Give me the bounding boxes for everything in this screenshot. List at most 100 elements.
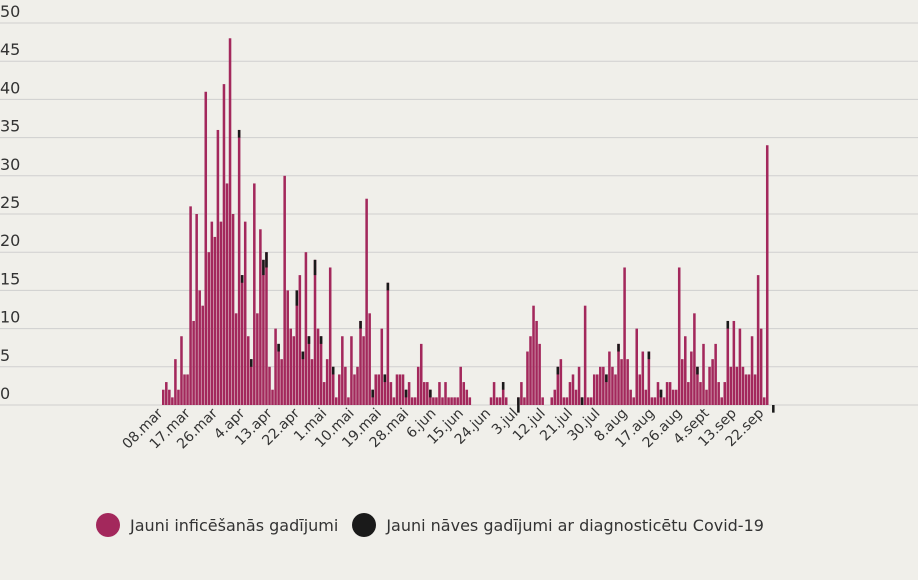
infection-bar [453, 397, 456, 405]
infection-bar [368, 313, 371, 405]
infection-bar [684, 336, 687, 405]
y-tick-label: 15 [0, 269, 20, 288]
infection-bar [423, 382, 426, 405]
infection-bar [662, 397, 666, 405]
infection-bar [650, 397, 654, 405]
infection-bar [589, 397, 593, 405]
infection-bar [271, 389, 274, 405]
death-bar [265, 252, 268, 268]
x-tick-labels: 08.mar17.mar26.mar4.apr13.apr22.apr1.mai… [119, 405, 767, 452]
infection-bar [201, 305, 204, 405]
death-bar [307, 336, 311, 344]
infection-bar [638, 374, 642, 405]
infection-bar [234, 313, 238, 405]
infection-bar [611, 366, 614, 405]
infection-bar [665, 382, 669, 405]
death-bar [617, 343, 620, 352]
death-bar [517, 397, 520, 413]
y-tick-label: 25 [0, 193, 20, 212]
infection-bar [644, 389, 648, 405]
infection-bar [765, 145, 769, 406]
infection-bar [501, 382, 505, 405]
infection-bar [283, 175, 286, 405]
infection-bar [359, 320, 362, 405]
infection-bar [577, 366, 581, 405]
legend-swatch-deaths [352, 513, 377, 537]
infection-bar [295, 290, 299, 405]
infection-bar [674, 389, 678, 405]
infection-bar [602, 366, 605, 405]
legend-item-deaths: Jauni nāves gadījumi ar diagnosticētu Co… [352, 513, 764, 537]
infection-bar [714, 343, 717, 405]
infection-bar [438, 382, 441, 405]
infection-bar [553, 389, 557, 405]
infection-bar [222, 84, 226, 406]
y-tick-label: 0 [0, 384, 10, 403]
infection-bar [225, 183, 229, 405]
infection-bar [459, 366, 462, 405]
infection-bar [386, 282, 390, 405]
infection-bar [392, 397, 396, 405]
infection-bar [407, 382, 411, 405]
infection-bar [677, 267, 681, 405]
infection-bar [574, 389, 578, 405]
infection-bar [492, 382, 496, 405]
infection-bar [204, 91, 208, 405]
infection-bar [298, 275, 302, 405]
infection-bar [626, 359, 629, 405]
death-bar [580, 397, 584, 405]
y-tick-label: 50 [0, 2, 20, 21]
infection-bar [219, 221, 223, 405]
infection-bar [192, 320, 195, 405]
infection-bar [380, 328, 384, 405]
infection-bar [319, 336, 323, 405]
y-tick-label: 5 [0, 346, 10, 365]
infection-bar [717, 382, 720, 405]
infection-bar [435, 397, 438, 405]
infection-bar [568, 382, 572, 405]
infection-bar [432, 397, 435, 405]
infection-bar [259, 229, 262, 405]
y-tick-label: 45 [0, 40, 20, 59]
infection-bar [732, 320, 736, 405]
infection-bar [413, 397, 417, 405]
infection-bar [753, 374, 757, 405]
infection-bar [231, 214, 235, 405]
infection-bar [735, 366, 739, 405]
infection-bar [401, 374, 405, 405]
infection-bar [450, 397, 453, 405]
infection-bar [680, 359, 684, 405]
infection-bar [556, 366, 560, 405]
infection-bar [447, 397, 450, 405]
death-bar [277, 343, 280, 352]
infection-bar [322, 382, 326, 405]
infection-bar [723, 382, 727, 405]
infection-bar [246, 336, 250, 405]
infection-bar [441, 397, 444, 405]
infection-bar [410, 397, 414, 405]
infection-bar [313, 259, 317, 405]
infection-bar [426, 382, 429, 405]
infection-bar [274, 328, 277, 405]
infection-bar [240, 275, 244, 405]
death-bar [404, 389, 408, 398]
infection-bar [668, 382, 672, 405]
infection-bar [162, 389, 165, 405]
y-tick-label: 30 [0, 155, 20, 174]
infection-bar [325, 359, 329, 405]
y-tick-label: 20 [0, 231, 20, 250]
infection-bar [189, 206, 192, 405]
infection-bar [608, 351, 611, 405]
death-bar [772, 405, 775, 413]
legend-label-deaths: Jauni nāves gadījumi ar diagnosticētu Co… [386, 515, 764, 535]
infection-bar [708, 366, 711, 405]
death-bar [313, 259, 317, 276]
infection-bar [304, 252, 308, 405]
infection-bar [207, 252, 211, 405]
death-bar [250, 359, 253, 367]
infection-bar [592, 374, 596, 405]
infection-bar [617, 343, 620, 405]
infection-bar [562, 397, 566, 405]
infection-bar [347, 397, 350, 405]
